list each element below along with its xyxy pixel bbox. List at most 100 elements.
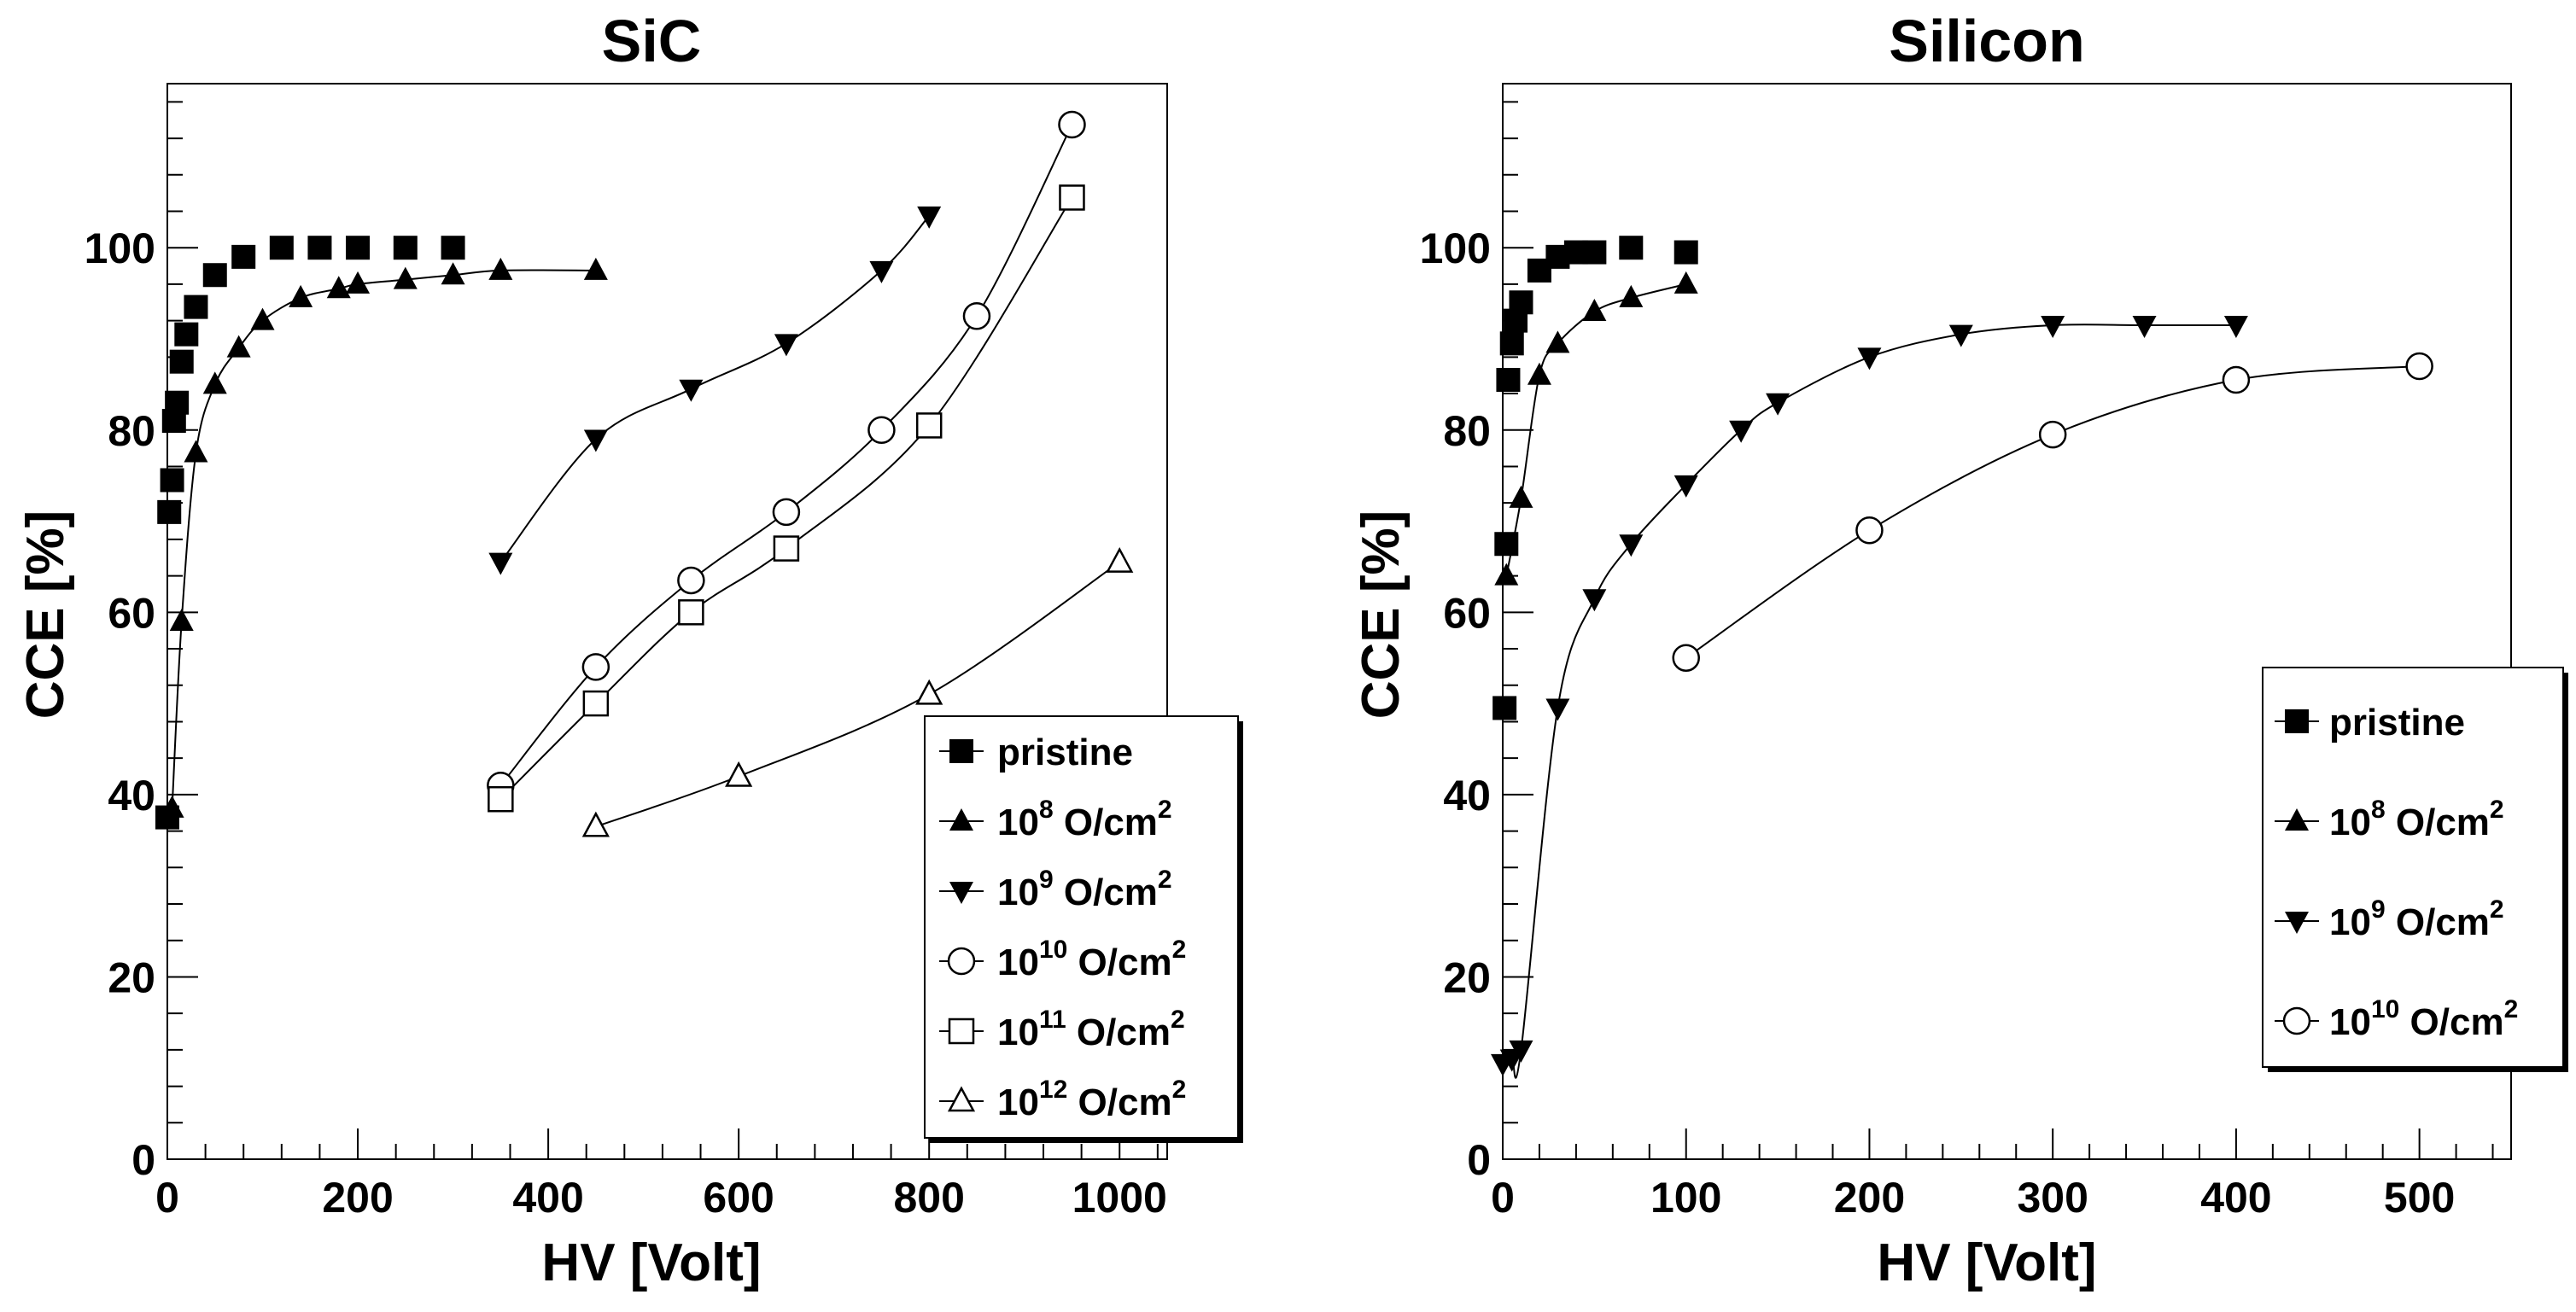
sic-legend-marker	[947, 947, 976, 976]
sic-panel: SiC HV [Volt] CCE [%] 0 200 400 600 800 1000 0…	[16, 8, 1243, 1292]
silicon-y-tick-label: 60	[1443, 589, 1491, 637]
silicon-x-tick-label: 200	[1834, 1174, 1905, 1222]
sic-x-tick-label: 1000	[1072, 1174, 1167, 1222]
silicon-legend-label: pristine	[2329, 702, 2465, 743]
sic-data-point	[346, 236, 371, 260]
silicon-chart-title: Silicon	[1889, 8, 2084, 74]
sic-series-1	[160, 257, 608, 818]
sic-legend-label: 108 O/cm2	[997, 796, 1172, 843]
silicon-data-point	[2038, 420, 2067, 449]
silicon-data-point	[1619, 236, 1644, 260]
silicon-x-tick-label: 500	[2384, 1174, 2455, 1222]
silicon-data-point	[1766, 393, 1790, 416]
silicon-legend-marker	[2285, 808, 2309, 831]
sic-data-point	[867, 416, 896, 445]
sic-data-point	[583, 429, 608, 452]
sic-data-point	[582, 690, 610, 717]
silicon-plot-frame	[1502, 83, 2512, 1160]
sic-data-point	[184, 440, 208, 463]
sic-series-0	[155, 236, 465, 830]
silicon-y-tick-label: 0	[1467, 1136, 1491, 1184]
sic-legend-marker	[947, 1086, 976, 1112]
sic-data-point	[1059, 184, 1085, 211]
sic-series-2	[488, 206, 942, 575]
sic-data-point	[774, 334, 798, 357]
silicon-y-tick-label: 40	[1443, 772, 1491, 819]
silicon-legend: pristine 108 O/cm2 109 O/cm2 1010 O/cm2	[2262, 667, 2568, 1072]
silicon-data-point	[1509, 1040, 1533, 1063]
silicon-legend-box	[2262, 667, 2564, 1068]
sic-data-point	[678, 599, 704, 626]
sic-data-point	[677, 566, 705, 595]
silicon-legend-label: 109 O/cm2	[2329, 895, 2504, 943]
sic-legend-label: 1010 O/cm2	[997, 936, 1186, 983]
silicon-data-point	[1509, 485, 1533, 508]
sic-x-axis-label: HV [Volt]	[541, 1233, 761, 1292]
silicon-data-point	[1494, 563, 1519, 586]
sic-y-axis-label: CCE [%]	[16, 510, 75, 720]
sic-data-point	[393, 236, 418, 260]
silicon-data-point	[1855, 516, 1884, 545]
sic-y-tick-label: 80	[108, 407, 155, 455]
silicon-data-point	[2405, 352, 2433, 381]
silicon-series-line	[1685, 365, 2420, 659]
silicon-data-point	[1527, 362, 1551, 385]
sic-data-point	[441, 262, 465, 285]
silicon-y-axis-label: CCE [%]	[1352, 510, 1411, 720]
sic-data-point	[581, 811, 610, 837]
silicon-data-point	[1619, 284, 1644, 307]
sic-data-point	[772, 498, 801, 527]
silicon-data-point	[1492, 696, 1517, 720]
sic-legend-label: 109 O/cm2	[997, 866, 1172, 913]
silicon-y-tick-label: 80	[1443, 407, 1491, 455]
silicon-legend-label: 108 O/cm2	[2329, 796, 2504, 843]
sic-data-point	[169, 609, 194, 631]
sic-x-tick-label: 600	[703, 1174, 774, 1222]
silicon-series-3	[1672, 352, 2433, 672]
silicon-data-point	[2041, 315, 2065, 338]
silicon-data-point	[1582, 240, 1607, 265]
sic-legend-label: pristine	[997, 732, 1133, 773]
silicon-legend-marker	[2285, 912, 2309, 934]
silicon-data-point	[1582, 298, 1607, 321]
sic-data-point	[160, 468, 184, 493]
silicon-x-tick-label: 400	[2200, 1174, 2271, 1222]
sic-legend-box	[924, 715, 1239, 1139]
sic-x-tick-label: 200	[322, 1174, 393, 1222]
sic-legend-marker	[949, 882, 973, 904]
silicon-legend-marker	[2282, 1006, 2311, 1035]
silicon-data-point	[1674, 240, 1698, 265]
silicon-data-point	[1545, 698, 1570, 721]
silicon-data-point	[1545, 330, 1570, 353]
silicon-x-tick-label: 300	[2017, 1174, 2088, 1222]
silicon-data-point	[2222, 365, 2251, 394]
sic-data-point	[202, 371, 227, 394]
sic-y-tick-label: 20	[108, 953, 155, 1001]
sic-data-point	[1058, 110, 1086, 139]
sic-data-point	[869, 260, 894, 283]
sic-data-point	[679, 379, 704, 402]
sic-data-point	[157, 499, 182, 524]
sic-data-point	[174, 322, 199, 347]
sic-data-point	[165, 390, 190, 415]
sic-data-point	[289, 284, 313, 307]
sic-data-point	[488, 552, 513, 575]
silicon-x-tick-label: 0	[1491, 1174, 1515, 1222]
sic-data-point	[488, 257, 513, 280]
silicon-x-tick-label: 100	[1650, 1174, 1721, 1222]
silicon-y-tick-label: 20	[1443, 953, 1491, 1001]
silicon-data-point	[1672, 644, 1700, 672]
sic-data-point	[488, 785, 514, 813]
silicon-series-2	[1491, 315, 2248, 1079]
sic-y-tick-label: 40	[108, 772, 155, 819]
silicon-legend-label: 1010 O/cm2	[2329, 995, 2518, 1043]
sic-data-point	[915, 412, 943, 439]
sic-y-tick-label: 100	[85, 224, 155, 272]
silicon-data-point	[1499, 331, 1524, 356]
sic-series-3	[487, 110, 1086, 800]
silicon-data-point	[1619, 534, 1644, 557]
sic-data-point	[962, 302, 991, 330]
sic-legend-marker	[948, 1018, 975, 1045]
sic-data-point	[269, 236, 294, 260]
